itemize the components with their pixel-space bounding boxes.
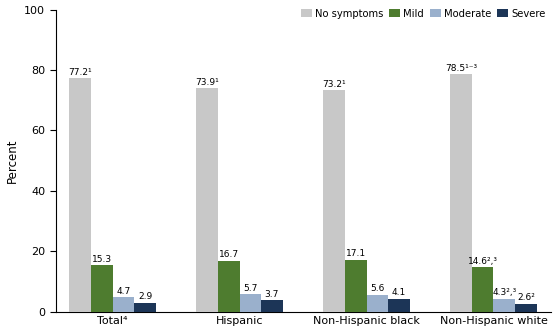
Text: 14.6²,³: 14.6²,³ xyxy=(468,257,498,266)
Bar xyxy=(367,295,388,312)
Text: 2.9: 2.9 xyxy=(138,292,152,301)
Text: 77.2¹: 77.2¹ xyxy=(68,68,92,77)
Text: 3.7: 3.7 xyxy=(265,290,279,298)
Text: 4.1: 4.1 xyxy=(392,289,406,297)
Bar xyxy=(197,88,218,312)
Bar xyxy=(388,299,410,312)
Bar xyxy=(450,74,472,312)
Bar xyxy=(493,298,515,312)
Text: 4.3²,³: 4.3²,³ xyxy=(492,288,516,297)
Bar xyxy=(91,265,113,312)
Text: 73.9¹: 73.9¹ xyxy=(195,78,219,87)
Bar xyxy=(69,78,91,312)
Text: 78.5¹⁻³: 78.5¹⁻³ xyxy=(445,64,477,73)
Bar xyxy=(515,304,536,312)
Text: 4.7: 4.7 xyxy=(116,287,130,295)
Text: 15.3: 15.3 xyxy=(92,255,112,264)
Text: 5.6: 5.6 xyxy=(370,284,385,293)
Bar xyxy=(345,260,367,312)
Text: 17.1: 17.1 xyxy=(346,249,366,258)
Text: 5.7: 5.7 xyxy=(243,284,258,292)
Bar xyxy=(218,261,240,312)
Bar xyxy=(472,268,493,312)
Bar xyxy=(113,297,134,312)
Text: 73.2¹: 73.2¹ xyxy=(323,80,346,89)
Bar xyxy=(240,294,261,312)
Bar xyxy=(134,303,156,312)
Text: 2.6²: 2.6² xyxy=(517,293,535,302)
Bar xyxy=(323,91,345,312)
Y-axis label: Percent: Percent xyxy=(6,138,18,183)
Legend: No symptoms, Mild, Moderate, Severe: No symptoms, Mild, Moderate, Severe xyxy=(301,9,545,19)
Bar xyxy=(261,300,283,312)
Text: 16.7: 16.7 xyxy=(219,250,239,259)
